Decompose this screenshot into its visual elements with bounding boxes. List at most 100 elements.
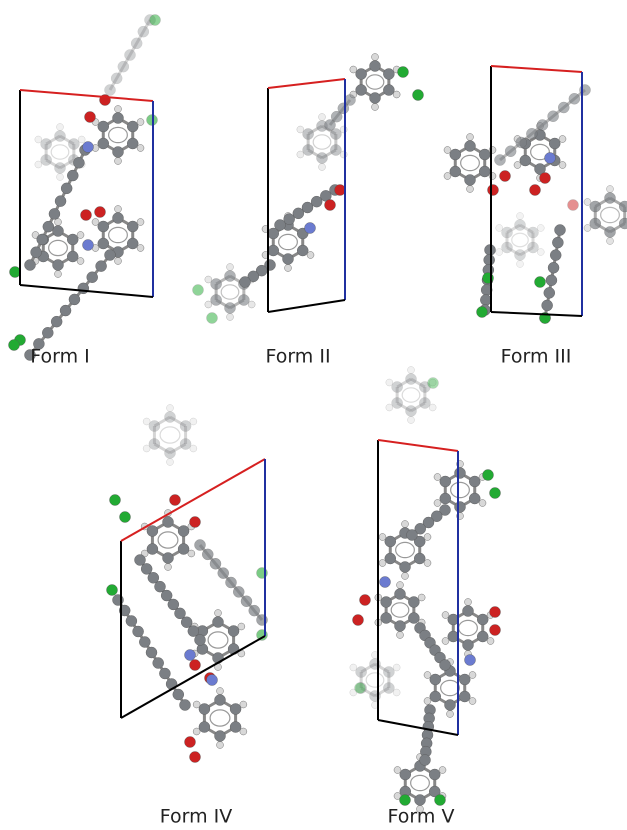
- atom: [605, 227, 616, 238]
- aromatic-ring: [210, 710, 230, 726]
- atom: [424, 534, 431, 541]
- atom: [137, 245, 144, 252]
- atom: [459, 674, 470, 685]
- atom: [430, 674, 441, 685]
- atom: [305, 223, 316, 234]
- atom: [113, 213, 124, 224]
- atom: [444, 147, 451, 154]
- atom: [218, 568, 229, 579]
- atom: [167, 405, 174, 412]
- atom: [463, 606, 474, 617]
- cell-edge: [268, 79, 345, 88]
- atom: [297, 151, 304, 158]
- atom: [379, 560, 386, 567]
- atom: [127, 121, 138, 132]
- atom: [115, 258, 122, 265]
- atom: [420, 755, 431, 766]
- atom: [149, 421, 160, 432]
- atom: [41, 155, 52, 166]
- atom: [559, 136, 566, 143]
- atom: [193, 701, 200, 708]
- atom: [381, 597, 392, 608]
- atom: [131, 38, 142, 49]
- atom: [81, 210, 92, 221]
- atom: [83, 240, 94, 251]
- atom: [77, 232, 84, 239]
- atom: [111, 73, 122, 84]
- atom: [490, 607, 501, 618]
- atom: [479, 500, 486, 507]
- panel-label: Form II: [265, 346, 330, 368]
- atom: [490, 625, 501, 636]
- aromatic-ring: [391, 603, 409, 617]
- aromatic-ring: [461, 155, 480, 170]
- atom: [83, 142, 94, 153]
- atom: [424, 672, 431, 679]
- atom: [178, 544, 189, 555]
- atom: [138, 26, 149, 37]
- atom: [233, 586, 244, 597]
- atom: [268, 245, 279, 256]
- atom: [419, 398, 430, 409]
- atom: [180, 439, 191, 450]
- atom: [455, 502, 466, 513]
- atom: [477, 631, 488, 642]
- atom: [555, 225, 566, 236]
- atom: [398, 67, 409, 78]
- atom: [195, 540, 206, 551]
- atom: [153, 658, 164, 669]
- atom: [496, 249, 503, 256]
- atom: [155, 581, 166, 592]
- atom: [55, 271, 62, 278]
- atom: [385, 536, 396, 547]
- atom: [444, 173, 451, 180]
- atom: [546, 275, 557, 286]
- atom: [92, 219, 99, 226]
- atom: [356, 667, 367, 678]
- atom: [495, 155, 506, 166]
- atom: [303, 145, 314, 156]
- atom: [31, 247, 42, 258]
- atom: [467, 186, 474, 193]
- atom: [397, 582, 404, 589]
- atom: [317, 153, 328, 164]
- atom: [383, 683, 394, 694]
- atom: [514, 162, 521, 169]
- atom: [418, 594, 425, 601]
- atom: [285, 265, 292, 272]
- atom: [527, 227, 538, 238]
- atom: [249, 605, 260, 616]
- cell-edge: [268, 300, 345, 312]
- atom: [450, 149, 461, 160]
- atom: [408, 417, 415, 424]
- atom: [527, 242, 538, 253]
- atom: [465, 141, 476, 152]
- atom: [393, 689, 400, 696]
- atom: [78, 136, 85, 143]
- atom: [370, 93, 381, 104]
- atom: [445, 700, 456, 711]
- atom: [190, 445, 197, 452]
- atom: [297, 245, 308, 256]
- atom: [424, 560, 431, 567]
- atom: [392, 398, 403, 409]
- atom: [439, 767, 446, 774]
- atom: [61, 183, 72, 194]
- aromatic-ring: [366, 673, 384, 687]
- atom: [465, 655, 476, 666]
- panel-label: Form I: [30, 346, 90, 368]
- atom: [360, 595, 371, 606]
- atom: [395, 589, 406, 600]
- atom: [55, 131, 66, 142]
- atom: [55, 219, 62, 226]
- cell-edge: [378, 720, 458, 735]
- atom: [199, 722, 210, 733]
- atom: [53, 260, 64, 271]
- atom: [548, 111, 559, 122]
- atom: [110, 495, 121, 506]
- atom: [98, 121, 109, 132]
- atom: [193, 728, 200, 735]
- atom: [568, 200, 579, 211]
- atom: [383, 667, 394, 678]
- atom: [424, 698, 431, 705]
